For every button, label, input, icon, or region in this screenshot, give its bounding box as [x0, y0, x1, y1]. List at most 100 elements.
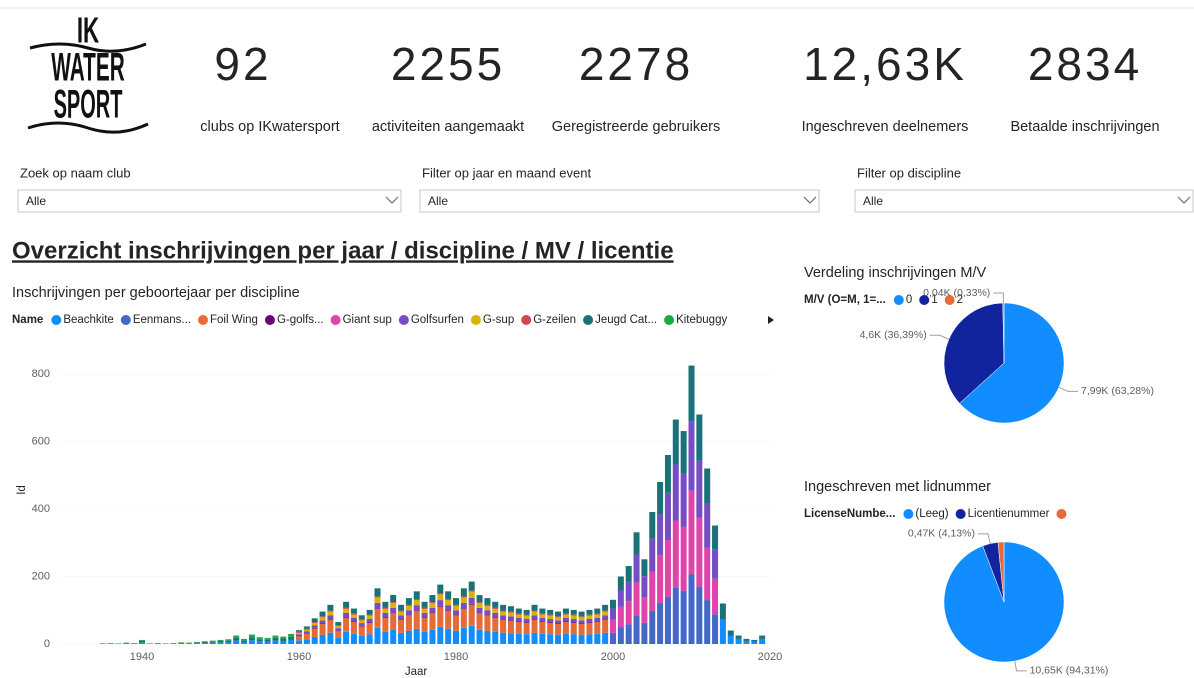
bar-segment: [421, 601, 428, 608]
slicer-box[interactable]: [17, 189, 402, 213]
bar-segment: [209, 641, 216, 643]
x-axis-label: Jaar: [405, 666, 428, 678]
bar-segment: [303, 633, 310, 640]
bar-segment: [594, 618, 601, 622]
bar-segment: [578, 616, 585, 618]
bar-segment: [476, 602, 483, 604]
bar-segment: [303, 631, 310, 634]
bar-segment: [468, 590, 475, 592]
logo-line: IK: [77, 11, 100, 51]
bar-segment: [405, 598, 412, 605]
chart-title: Verdeling inschrijvingen M/V: [804, 265, 986, 281]
slicer-box[interactable]: [854, 189, 1194, 213]
bar-segment: [617, 590, 624, 607]
bar-segment: [625, 624, 632, 644]
bar-segment: [507, 611, 514, 613]
bar-segment: [492, 617, 499, 618]
bar-segment: [680, 590, 687, 644]
bar-segment: [327, 615, 334, 620]
bar-segment: [610, 619, 616, 633]
bar-segment: [319, 617, 326, 621]
bar-segment: [586, 622, 593, 624]
bar-segment: [288, 636, 295, 640]
bar-segment: [555, 634, 562, 644]
bar-segment: [280, 636, 287, 639]
bar-segment: [515, 614, 522, 619]
bar-segment: [421, 607, 428, 609]
legend-label: Eenmans...: [133, 314, 191, 326]
legend-title: M/V (O=M, 1=...: [804, 294, 886, 306]
bar-segment: [672, 419, 679, 465]
bar-segment: [664, 455, 671, 493]
bar-segment: [421, 617, 428, 618]
bar-segment: [374, 627, 381, 644]
bar-segment: [413, 599, 420, 601]
bar-segment: [288, 633, 295, 637]
bar-segment: [547, 614, 554, 616]
bar-segment: [641, 622, 648, 644]
bar-segment: [264, 641, 271, 644]
bar-segment: [390, 595, 397, 603]
bar-segment: [680, 431, 687, 474]
bar-segment: [649, 512, 656, 539]
bar-segment: [578, 617, 585, 621]
bar-segment: [657, 554, 664, 604]
bar-segment: [201, 641, 208, 643]
bar-segment: [500, 610, 507, 612]
bar-segment: [523, 619, 530, 623]
bar-segment: [664, 596, 671, 644]
bar-segment: [343, 631, 350, 644]
bar-segment: [272, 640, 279, 644]
bar-segment: [531, 619, 538, 633]
bar-segment: [586, 615, 593, 620]
bar-segment: [578, 611, 585, 617]
bar-segment: [437, 626, 444, 644]
bar-segment: [193, 643, 200, 644]
bar-segment: [421, 612, 428, 617]
pie-slice: [1002, 302, 1005, 364]
bar-segment: [186, 643, 193, 644]
bar-segment: [672, 587, 679, 644]
bar-segment: [445, 600, 452, 606]
bar-segment: [555, 623, 562, 625]
bar-segment: [421, 608, 428, 613]
slicer-row: Zoek op naam club Alle Filter op jaar en m…: [17, 165, 1194, 213]
bar-segment: [398, 619, 405, 620]
bar-segment: [727, 630, 734, 636]
bar-segment: [719, 619, 726, 644]
bar-segment: [272, 635, 279, 638]
bar-segment: [531, 611, 538, 616]
bar-segment: [264, 637, 271, 640]
legend-marker: [470, 315, 481, 325]
bar-segment: [382, 631, 389, 644]
slicer-box[interactable]: [419, 189, 820, 213]
bar-segment: [641, 597, 648, 623]
bar-segment: [241, 638, 248, 641]
bar-segment: [303, 626, 310, 629]
bar-segment: [421, 631, 428, 644]
bar-segment: [405, 604, 412, 606]
bar-segment: [649, 571, 656, 611]
slicer-chevron: [803, 196, 817, 204]
bar-segment: [413, 628, 420, 644]
bar-segment: [727, 635, 734, 644]
bar-segment: [531, 632, 538, 644]
bar-segment: [704, 600, 711, 644]
bar-segment: [688, 421, 695, 491]
bar-segment: [531, 619, 538, 620]
bar-segment: [539, 633, 546, 644]
bar-segment: [335, 625, 342, 627]
bar-segment: [453, 614, 459, 616]
bar-segment: [562, 613, 569, 615]
bar-segment: [413, 610, 420, 629]
bar-segment: [358, 625, 365, 627]
bar-segment: [602, 619, 609, 633]
bar-segment: [264, 639, 271, 642]
bar-segment: [688, 574, 695, 644]
bar-segment: [507, 620, 514, 634]
bar-segment: [390, 613, 397, 630]
bar-segment: [272, 637, 279, 641]
legend-scroll-arrow[interactable]: [768, 316, 774, 324]
